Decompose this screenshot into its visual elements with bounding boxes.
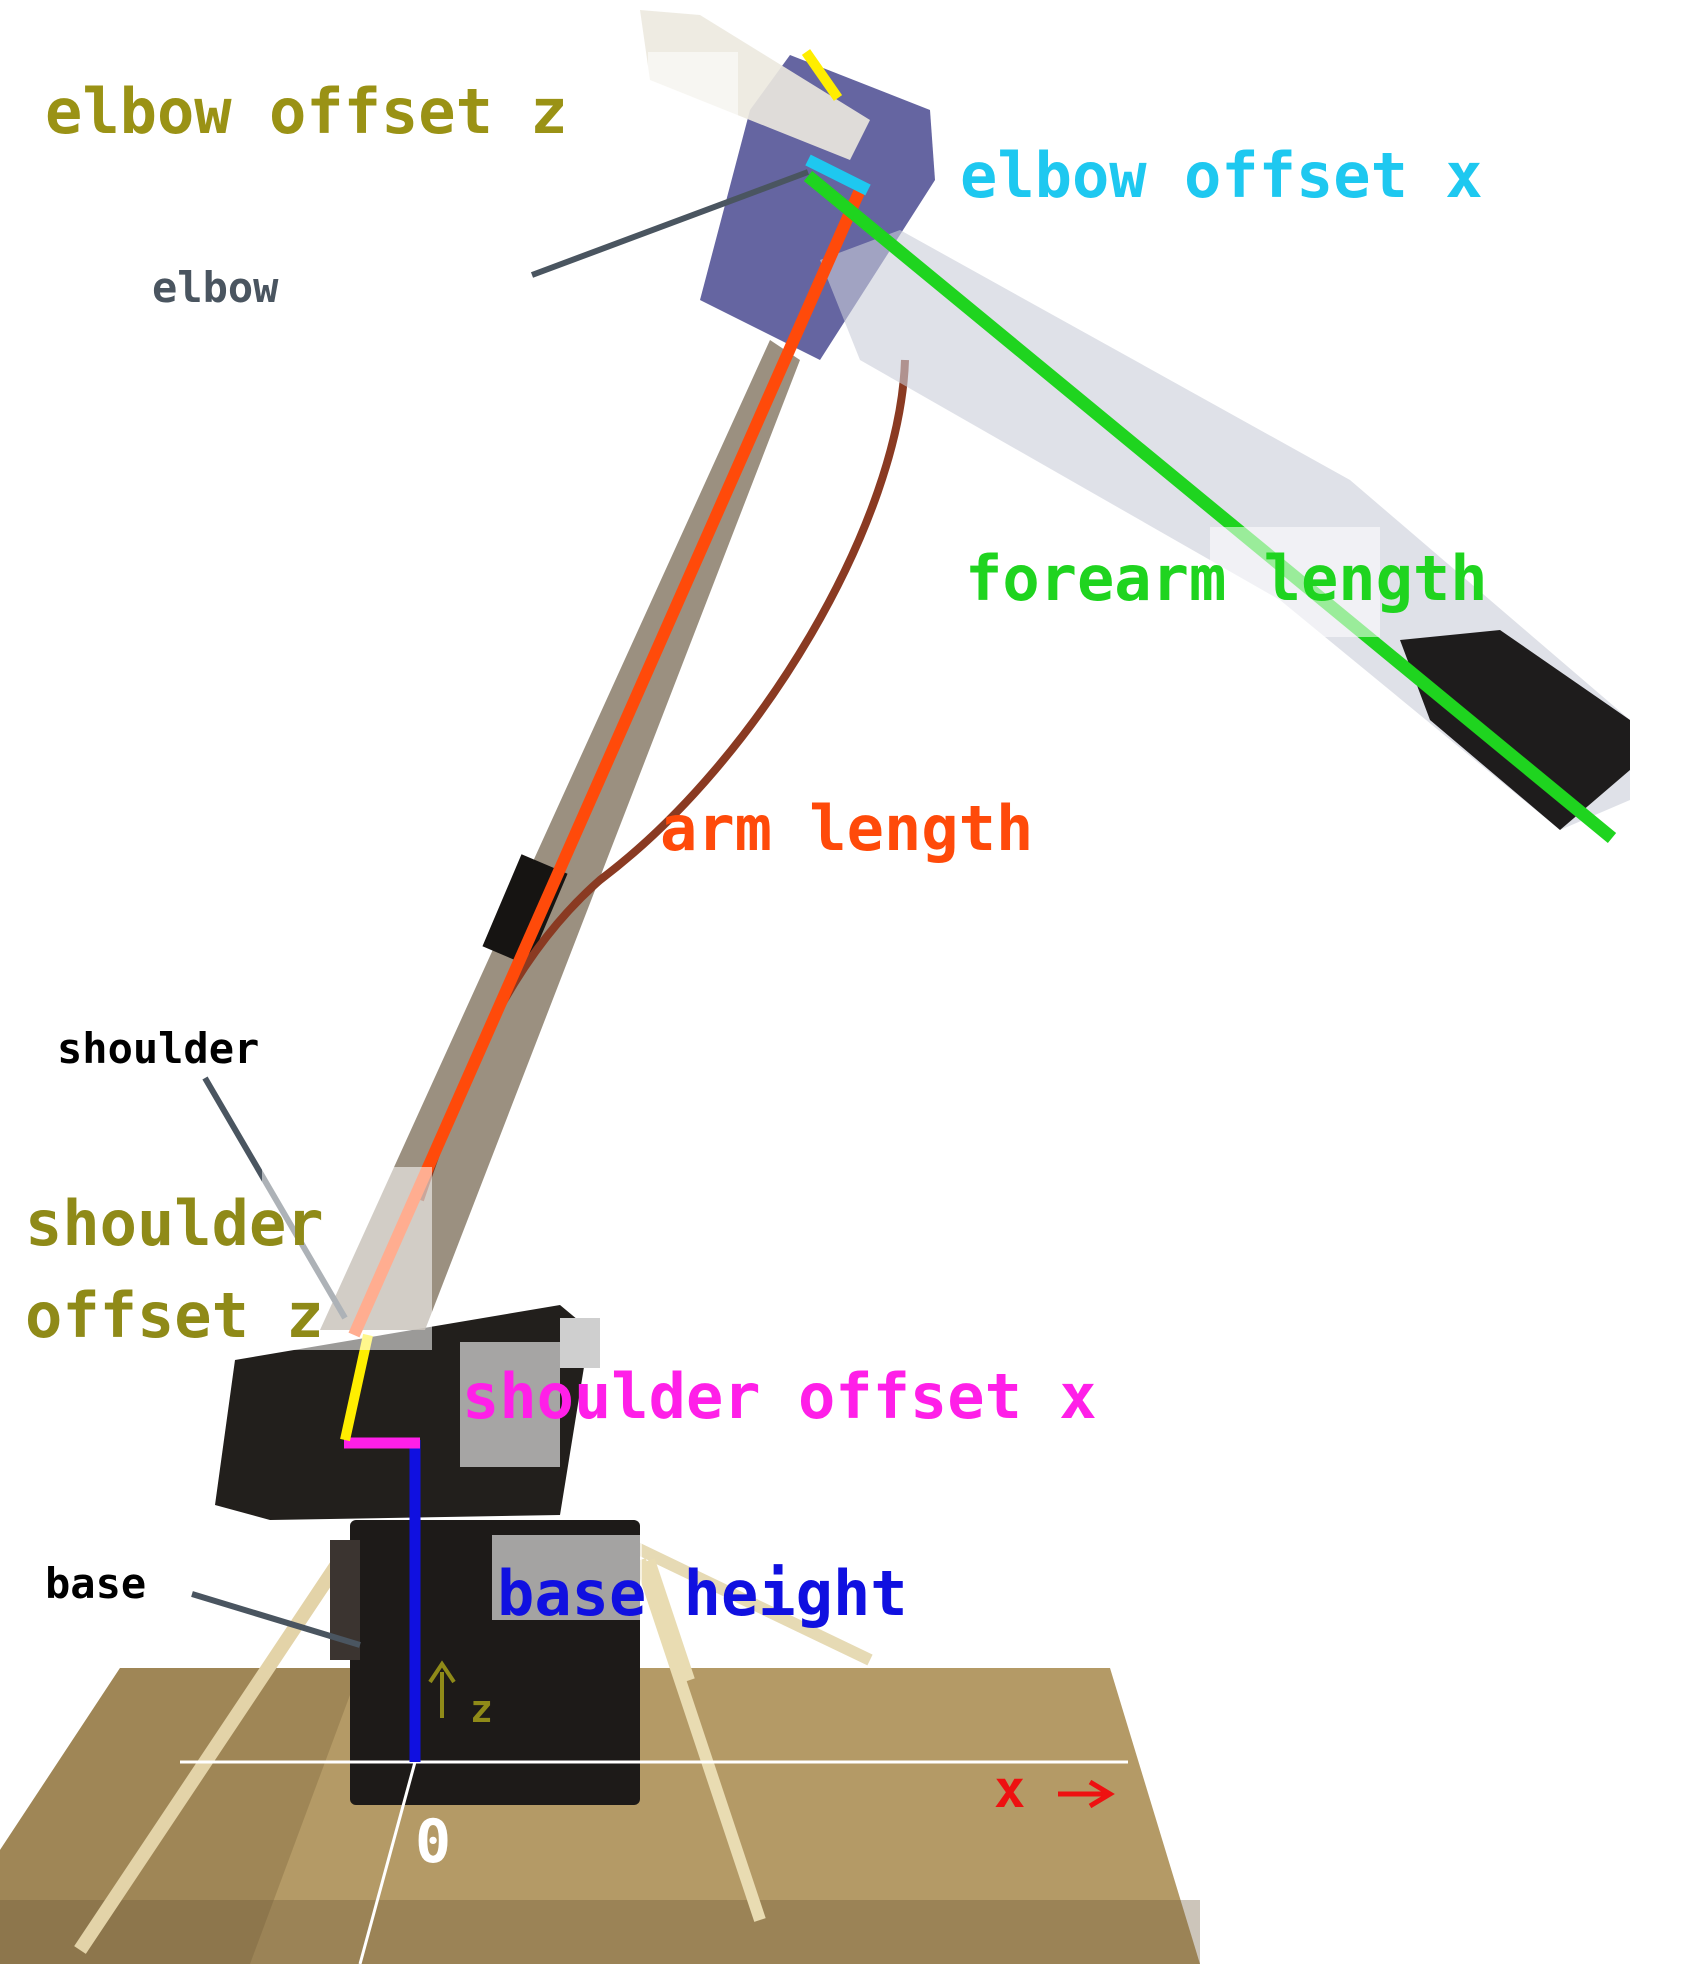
arrow-right-icon	[1058, 1779, 1115, 1809]
z-axis-line	[358, 1761, 417, 1965]
shoulder-offset-z-segment	[340, 1333, 373, 1442]
elbow-offset-z-label: elbow offset z	[45, 75, 568, 148]
base-label: base	[45, 1559, 146, 1608]
label-backdrop	[492, 1535, 642, 1620]
dowel	[617, 1534, 873, 1666]
base-callout-line	[191, 1591, 361, 1648]
dowel	[634, 1558, 766, 1922]
elbow-bracket	[700, 55, 935, 360]
elbow-tape	[640, 10, 870, 160]
elbow-offset-x-segment	[805, 154, 871, 196]
x-axis-label: x	[994, 1760, 1025, 1820]
base-height-label: base height	[497, 1557, 908, 1630]
label-backdrop	[648, 52, 738, 122]
label-backdrop	[262, 1167, 432, 1350]
arm-clip	[482, 854, 568, 966]
shoulder-offset-x-label: shoulder offset x	[462, 1360, 1097, 1433]
cardboard-dark-strip	[0, 1900, 1200, 1964]
origin-label: 0	[415, 1807, 451, 1877]
forearm-length-label: forearm length	[965, 542, 1488, 615]
gripper-servo	[1400, 630, 1630, 830]
arm-length-label: arm length	[660, 792, 1033, 865]
elbow-label: elbow	[152, 263, 279, 312]
elbow-callout-line	[530, 169, 810, 278]
z-axis-label: z	[470, 1687, 493, 1731]
forearm-length-segment	[803, 170, 1617, 844]
elbow-offset-z-segment	[801, 49, 843, 101]
label-backdrop	[1210, 527, 1380, 637]
shoulder-offset-z-label-line2: offset z	[25, 1279, 324, 1352]
shoulder-label: shoulder	[57, 1024, 259, 1073]
shoulder-horn	[560, 1318, 600, 1368]
shoulder-offset-z-label-line1: shoulder	[25, 1187, 324, 1260]
arrow-up-icon	[428, 1660, 456, 1718]
elbow-offset-x-label: elbow offset x	[960, 139, 1483, 212]
cardboard-shade	[0, 1668, 360, 1964]
arm-length-segment	[348, 187, 866, 1338]
dowel	[645, 1558, 695, 1682]
label-backdrop	[460, 1342, 560, 1467]
